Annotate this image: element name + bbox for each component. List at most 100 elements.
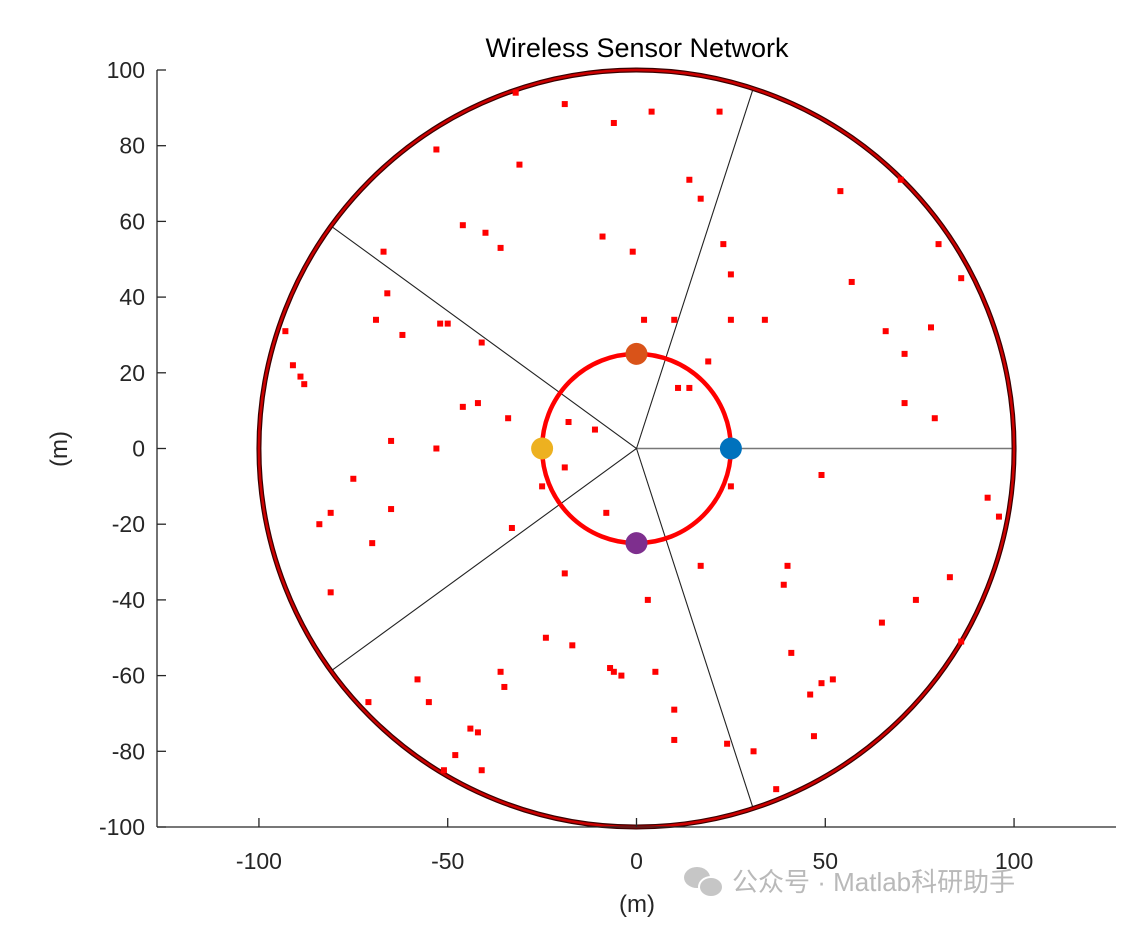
sensor-node [384, 290, 391, 297]
sensor-node [901, 400, 908, 407]
sensor-node [618, 672, 625, 679]
watermark-text: 公众号 · Matlab科研助手 [732, 867, 1016, 897]
sensor-node [301, 381, 308, 388]
sensor-node [935, 241, 942, 248]
sensor-node [727, 271, 734, 278]
sensor-node [512, 89, 519, 96]
sensor-node [459, 403, 466, 410]
sensor-node [927, 324, 934, 331]
sensor-node [539, 483, 546, 490]
sensor-node [882, 328, 889, 335]
sensor-node [542, 634, 549, 641]
y-tick-label: 60 [119, 208, 145, 234]
cluster-head-node [719, 437, 742, 460]
sensor-node [818, 680, 825, 687]
sensor-node [297, 373, 304, 380]
sensor-node [388, 506, 395, 513]
sensor-node [807, 691, 814, 698]
axes: -100 -50 0 50 100 -100 -80 -60 -40 -20 0 20 40 60 80 10… [99, 57, 1116, 874]
sensor-node [641, 316, 648, 323]
sensor-node [720, 241, 727, 248]
x-tick-label: 0 [630, 848, 643, 874]
sensor-node [603, 509, 610, 516]
sensor-node [444, 320, 451, 327]
sector-line [330, 225, 637, 449]
sensor-node [671, 706, 678, 713]
sector-line [635, 88, 754, 449]
watermark: 公众号 · Matlab科研助手 [684, 862, 1015, 899]
sensor-node [474, 729, 481, 736]
sensor-node [686, 384, 693, 391]
sensor-node [780, 581, 787, 588]
sensor-node [459, 222, 466, 229]
sensor-node [750, 748, 757, 755]
sensor-node [984, 494, 991, 501]
sensor-node [931, 415, 938, 422]
sensor-node [388, 437, 395, 444]
sensor-node [848, 278, 855, 285]
sensor-node [675, 384, 682, 391]
y-axis-label: (m) [46, 431, 73, 467]
cluster-heads [531, 342, 742, 555]
x-axis-label: (m) [619, 891, 655, 918]
cluster-head-node [625, 532, 648, 555]
sensor-node [569, 642, 576, 649]
sensor-node [607, 665, 614, 672]
sensor-node [399, 331, 406, 338]
sector-line [635, 448, 754, 809]
sensor-node [878, 619, 885, 626]
sensor-node [724, 740, 731, 747]
sensor-node [697, 195, 704, 202]
x-tick-label: -50 [431, 848, 464, 874]
sensor-node [501, 683, 508, 690]
sensor-node [995, 513, 1002, 520]
sensor-node [901, 350, 908, 357]
sensor-nodes [282, 89, 1002, 793]
sensor-node [773, 786, 780, 793]
sensor-node [327, 509, 334, 516]
sensor-node [482, 229, 489, 236]
sensor-node [372, 316, 379, 323]
sensor-node [946, 574, 953, 581]
sensor-node [467, 725, 474, 732]
sensor-node [727, 316, 734, 323]
sensor-node [369, 540, 376, 547]
sensor-node [327, 589, 334, 596]
sensor-node [671, 316, 678, 323]
y-tick-label: -20 [112, 511, 145, 537]
wechat-icon [684, 865, 724, 898]
cluster-head-node [531, 437, 554, 460]
sensor-node [437, 320, 444, 327]
y-tick-label: 20 [119, 360, 145, 386]
sensor-node [686, 176, 693, 183]
sensor-node [516, 161, 523, 168]
sensor-node [784, 562, 791, 569]
sensor-node [610, 119, 617, 126]
y-tick-label: 0 [132, 436, 145, 462]
sensor-node [958, 275, 965, 282]
sensor-node [565, 419, 572, 426]
sensor-node [478, 339, 485, 346]
sensor-node [350, 475, 357, 482]
x-tick-label: 50 [812, 848, 838, 874]
sensor-node [761, 316, 768, 323]
sensor-node [912, 596, 919, 603]
sensor-node [671, 736, 678, 743]
sensor-node [561, 464, 568, 471]
sensor-node [599, 233, 606, 240]
sensor-node [380, 248, 387, 255]
y-tick-label: -60 [112, 663, 145, 689]
sensor-node [716, 108, 723, 115]
sensor-node [788, 649, 795, 656]
sensor-node [837, 188, 844, 195]
x-tick-label: -100 [236, 848, 282, 874]
chart-title: Wireless Sensor Network [485, 33, 789, 63]
sensor-node [316, 521, 323, 528]
y-tick-label: -100 [99, 814, 145, 840]
y-tick-label: 100 [107, 57, 145, 83]
sensor-node [497, 244, 504, 251]
sensor-node [810, 733, 817, 740]
sensor-node [414, 676, 421, 683]
sensor-node [727, 483, 734, 490]
